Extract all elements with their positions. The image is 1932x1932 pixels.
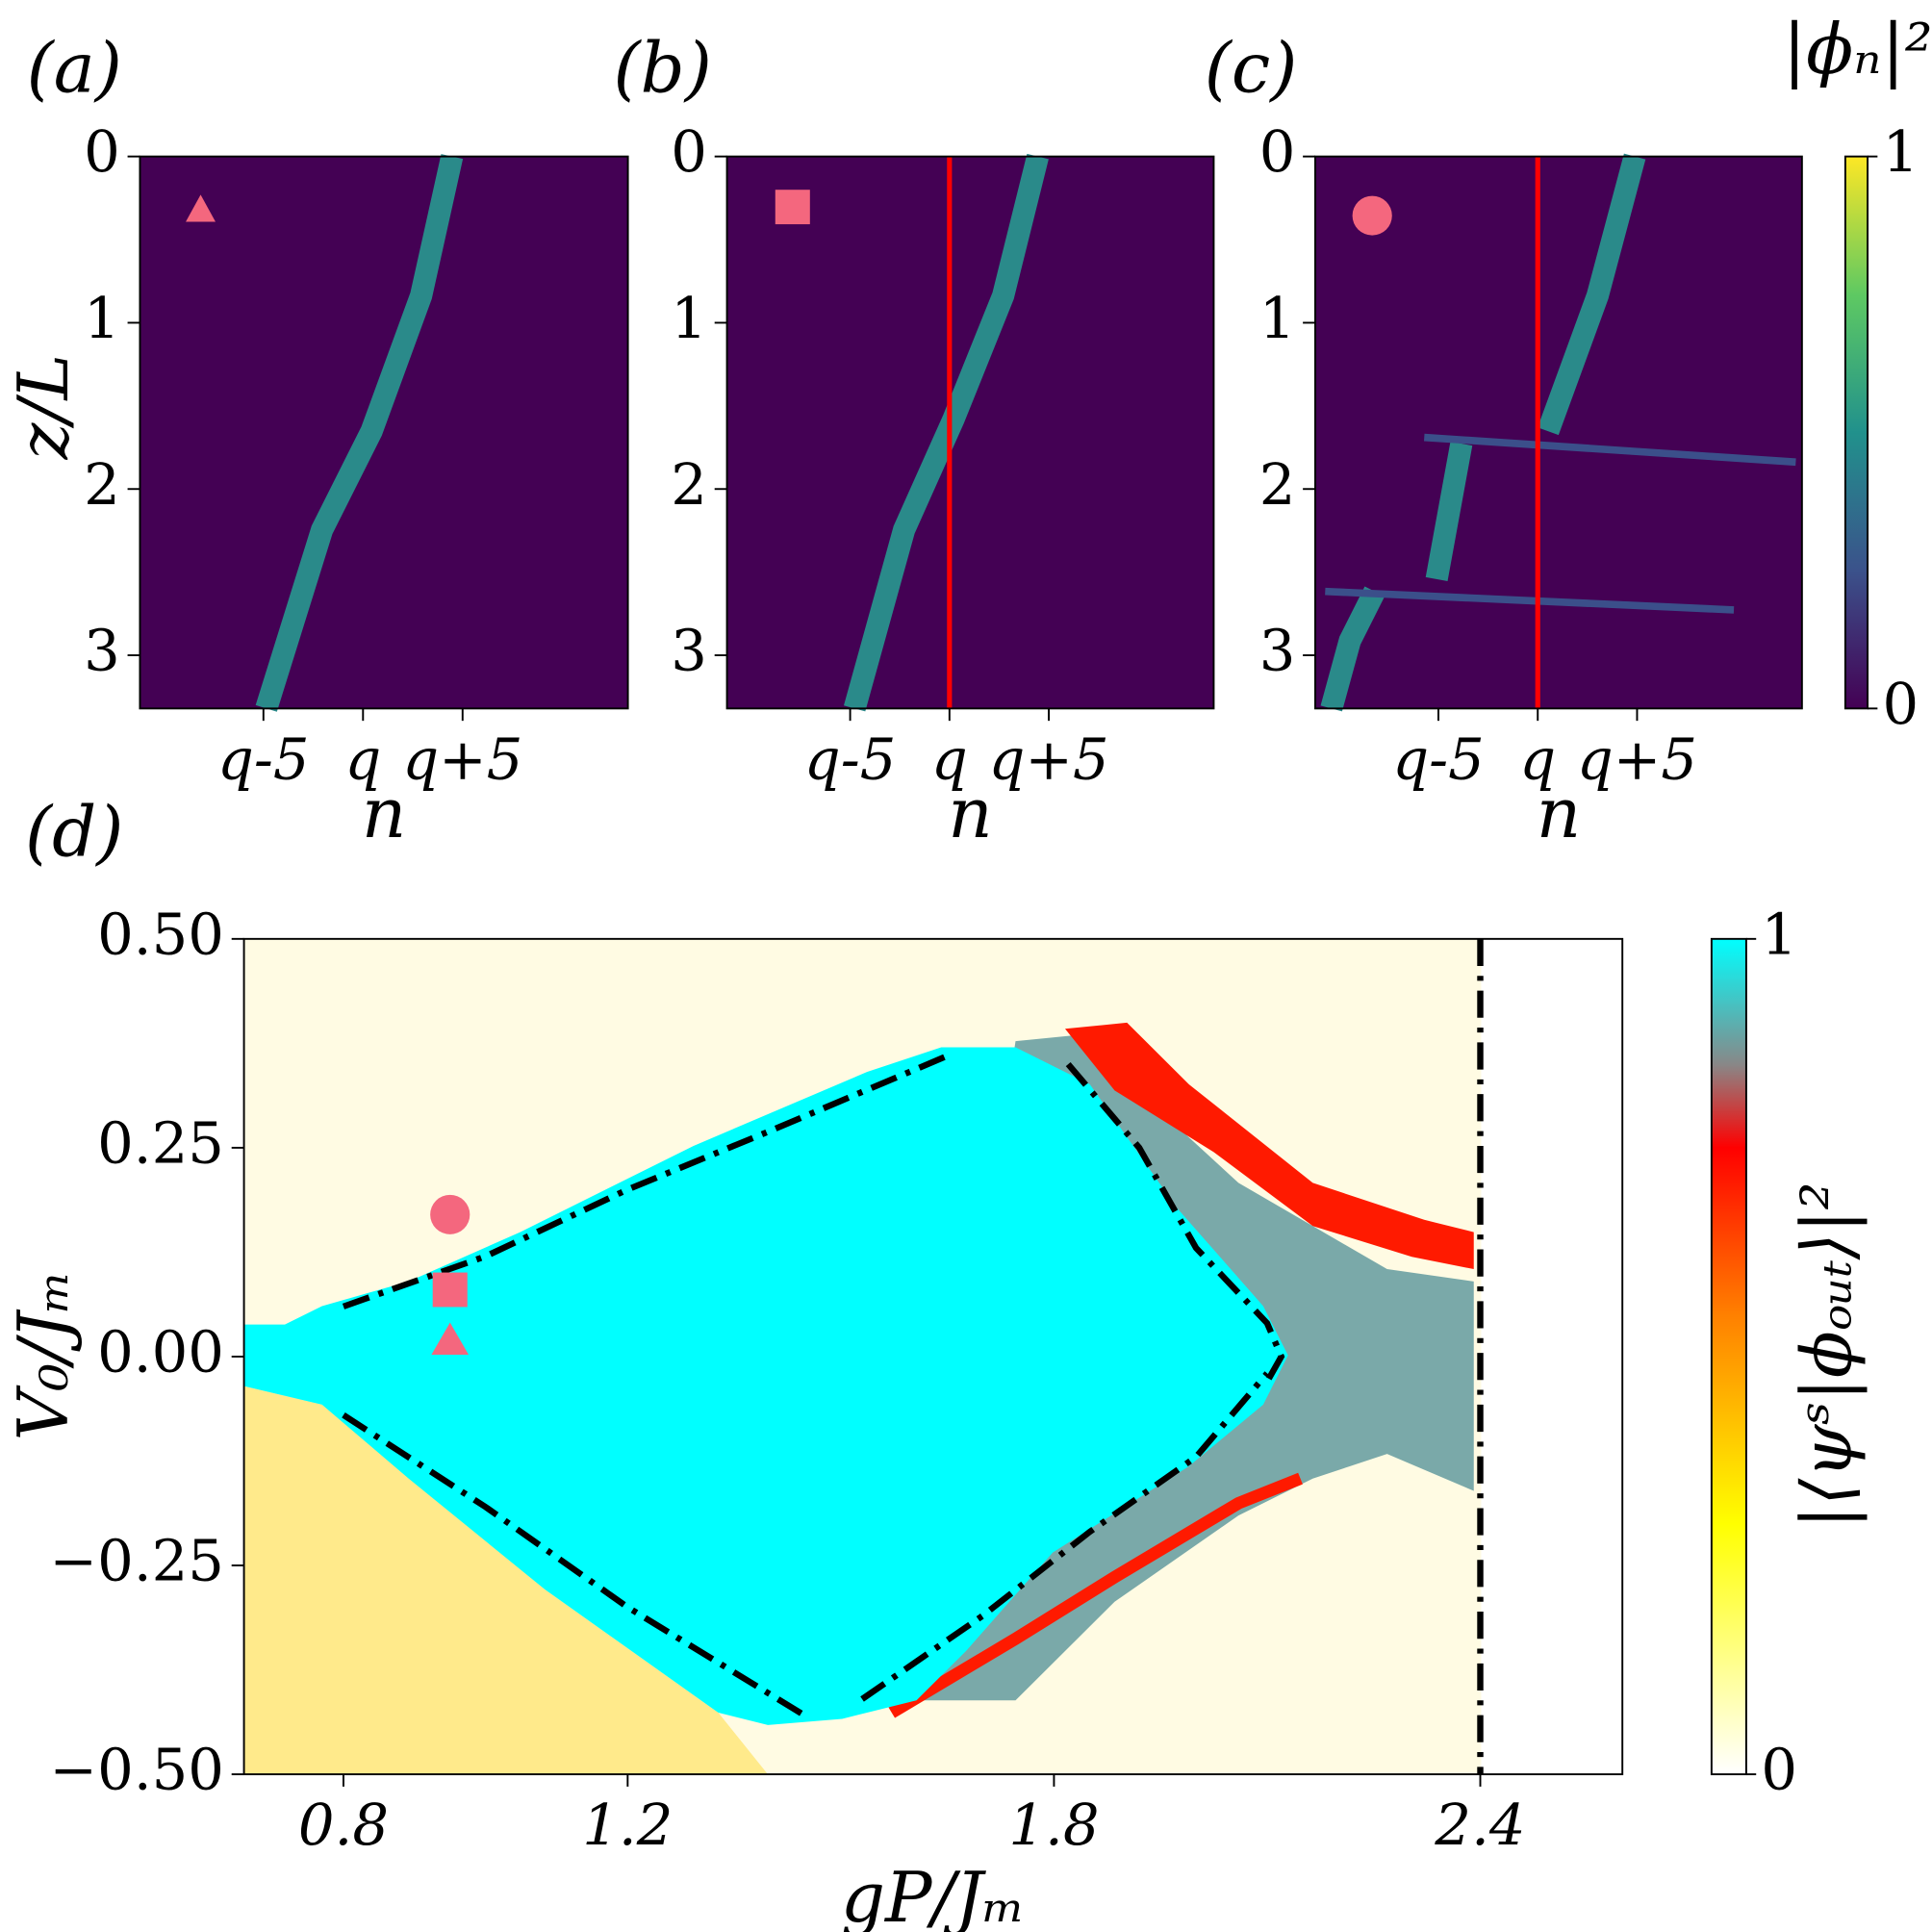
x-tick-label: q-5 [804,726,897,793]
plot-frame [725,155,1215,710]
y-tick-label: 2 [671,451,707,518]
y-axis-label: V₀/Jₘ [3,1270,84,1440]
y-tick-label: 0.25 [97,1110,224,1177]
y-tick-label: 0 [671,118,707,185]
colorbar [1710,937,1747,1776]
x-tick-label: q+5 [988,726,1108,793]
heatmap-edge [888,1472,1303,1718]
x-tick-label: q [344,726,381,793]
heatmap-strip [843,153,1049,712]
x-tick-label: 1.8 [1008,1792,1099,1858]
heatmap-bg [140,156,628,709]
x-axis-label: gP/Jₘ [841,1857,1026,1932]
x-axis-label: n [362,773,406,853]
heatmap-strip [1320,153,1646,712]
y-tick-label: 0.50 [97,901,224,967]
x-tick-label: q+5 [402,726,522,793]
boundary-line [860,1371,1270,1702]
marker [431,1322,470,1355]
y-tick-label: 3 [1259,618,1296,684]
colorbar-tick-label: 1 [1761,901,1797,967]
colorbar [1843,155,1869,710]
y-tick-label: −0.25 [50,1528,224,1594]
y-tick-label: 1 [84,285,120,351]
y-tick-label: 1 [671,285,707,351]
x-axis-label: n [1537,773,1581,853]
colorbar-label: |⟨ψˢ|ϕₒᵤₜ⟩|² [1786,1182,1867,1529]
heatmap-region [243,1047,1288,1725]
boundary-line [1065,1061,1285,1384]
plot-frame [242,937,1624,1776]
heatmap-faint [1325,433,1796,614]
colorbar-tick-label: 1 [1883,118,1919,185]
x-tick-label: 1.2 [582,1792,673,1858]
x-tick-label: q [1519,726,1556,793]
heatmap-strip [255,154,464,712]
marker-icon [775,190,810,225]
heatmap-region [1064,1022,1474,1270]
colorbar-tick-label: 0 [1883,671,1919,737]
heatmap-bg [726,156,1214,709]
y-tick-label: 2 [84,451,120,518]
y-tick-label: 1 [1259,285,1296,351]
y-tick-label: 0 [84,118,120,185]
y-tick-label: 0.00 [97,1319,224,1385]
y-tick-label: 0 [1259,118,1296,185]
marker-icon [186,194,216,222]
heatmap-region [1481,938,1623,1775]
x-tick-label: 2.4 [1434,1792,1525,1858]
plot-frame [1314,155,1803,710]
y-tick-label: 3 [671,618,707,684]
x-axis-label: n [948,773,992,853]
plot-frame [139,155,629,710]
x-tick-label: q+5 [1577,726,1697,793]
boundary-line [342,1053,949,1309]
y-axis-label: z/L [3,354,84,461]
x-tick-label: q-5 [1392,726,1485,793]
x-tick-label: q-5 [217,726,310,793]
panel-label: (d) [25,791,123,872]
x-tick-label: 0.8 [298,1792,389,1858]
panel-label: (b) [613,27,711,108]
colorbar-tick-label: 0 [1761,1737,1797,1803]
panel-label: (c) [1205,27,1298,108]
y-tick-label: 2 [1259,451,1296,518]
marker [430,1194,470,1234]
heatmap-region [243,1385,769,1775]
marker [432,1272,468,1308]
y-tick-label: −0.50 [50,1737,224,1803]
panel-label: (a) [27,27,122,108]
marker-icon [1352,195,1392,236]
colorbar-label: |ϕₙ|² [1783,9,1932,89]
x-tick-label: q [931,726,968,793]
y-tick-label: 3 [84,618,120,684]
chart-layer: (a) n z/L q-5 q q+5 0 1 2 3 (b) n q-5 q q+5 0 1 2 3 (c) n q-5… [3,9,1932,1932]
